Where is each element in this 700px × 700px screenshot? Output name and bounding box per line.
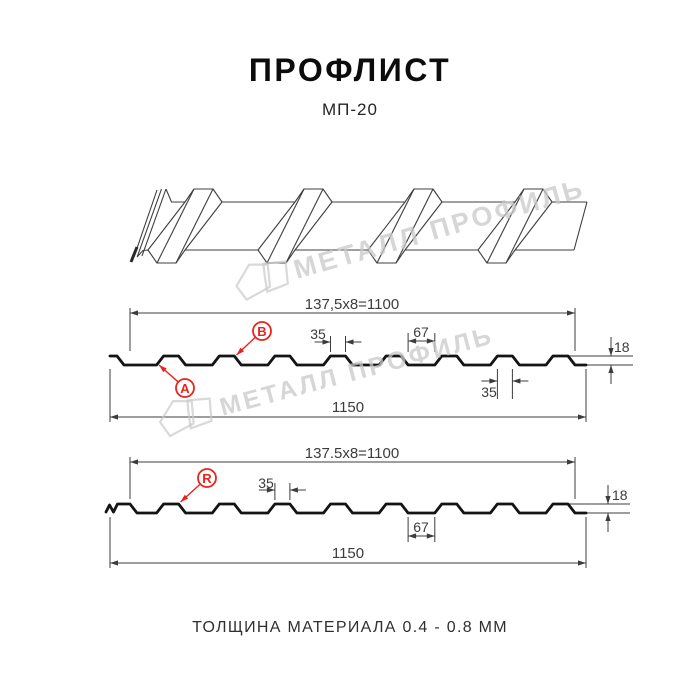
label-a-marker: A [175, 378, 195, 398]
rib-connector-line [294, 201, 333, 251]
section-r-view: 137.5x8=1100 35 67 18 1150 R [104, 445, 630, 568]
arrowhead-icon [345, 339, 354, 345]
material-thickness-note: ТОЛЩИНА МАТЕРИАЛА 0.4 - 0.8 ММ [192, 619, 508, 636]
rib-connector-line [505, 188, 544, 264]
arrowhead-icon [180, 494, 189, 502]
dim-pitch-label-r: 137.5x8=1100 [305, 445, 399, 462]
label-b-circle [252, 321, 272, 341]
arrowhead-icon [159, 365, 167, 373]
arrowhead-icon [567, 310, 575, 316]
section-r-dimension-graphics [109, 457, 630, 568]
left-cut-edge [133, 189, 158, 258]
label-r-letter: R [202, 471, 212, 486]
rib-connector-line [156, 188, 195, 264]
arrowhead-icon [236, 347, 245, 355]
label-r-marker: R [197, 468, 217, 488]
rib-connector-line [486, 188, 525, 264]
label-a-letter: A [180, 381, 190, 396]
label-b-marker: B [252, 321, 272, 341]
rib-connector-line [257, 201, 296, 251]
profile-outline-ab [108, 354, 588, 367]
dim-rib-width2-label-ab: 35 [481, 384, 497, 400]
logo-right-facet [186, 397, 213, 430]
arrowhead-icon [110, 560, 118, 566]
arrowhead-icon [426, 338, 435, 344]
watermark-2: МЕТАЛЛ ПРОФИЛЬ [158, 321, 497, 438]
arrowhead-icon [289, 487, 298, 493]
profile-model-subtitle: МП-20 [322, 100, 378, 119]
dim-total-width-label-r: 1150 [332, 545, 364, 562]
logo-right-facet [262, 260, 289, 293]
arrowhead-icon [130, 310, 138, 316]
arrowhead-icon [130, 459, 138, 465]
rib-connector-line [376, 188, 415, 264]
arrowhead-icon [605, 513, 611, 521]
profile-outline-r [104, 502, 588, 515]
dim-valley-width-label-r: 67 [413, 519, 429, 535]
logo-left-facet [235, 263, 272, 301]
rib-connector-line [266, 188, 305, 264]
left-edge-fold [129, 246, 139, 263]
metal-profil-logo-icon [235, 260, 289, 301]
dim-height-label-ab: 18 [614, 339, 630, 355]
left-cut-edge [141, 188, 167, 257]
rib-connector-line [477, 201, 516, 251]
arrowhead-icon [608, 348, 614, 356]
rib-connector-line [285, 188, 324, 264]
left-cut-edge [136, 188, 163, 257]
dim-height-label-r: 18 [612, 487, 628, 503]
arrowhead-icon [322, 339, 331, 345]
watermark-1: МЕТАЛЛ ПРОФИЛЬ [235, 173, 588, 301]
rib-connector-line [404, 201, 443, 251]
dim-valley-width-label-ab: 67 [413, 324, 429, 340]
page-title: ПРОФЛИСТ [248, 52, 452, 88]
section-ab-view: 137,5x8=1100 35 67 35 18 1150 A B [108, 296, 633, 422]
dim-pitch-label-ab: 137,5x8=1100 [305, 296, 399, 313]
rib-connector-line [184, 201, 223, 251]
right-cut-edge [573, 201, 588, 251]
arrowhead-icon [512, 378, 521, 384]
sheet-3d-view [129, 188, 588, 264]
watermark-text: МЕТАЛЛ ПРОФИЛЬ [290, 173, 588, 285]
arrowhead-icon [489, 378, 498, 384]
label-a-circle [175, 378, 195, 398]
rib-connector-line [147, 201, 186, 251]
rib-connector-line [175, 188, 214, 264]
label-b-letter: B [257, 324, 266, 339]
arrowhead-icon [408, 338, 417, 344]
arrowhead-icon [567, 459, 575, 465]
arrowhead-icon [608, 365, 614, 373]
arrowhead-icon [110, 414, 118, 420]
logo-left-facet [158, 399, 195, 438]
rib-connector-line [514, 201, 553, 251]
arrowhead-icon [578, 414, 586, 420]
dim-rib-width-label-r: 35 [258, 475, 274, 491]
arrowhead-icon [578, 560, 586, 566]
metal-profil-logo-icon [158, 397, 213, 438]
arrowhead-icon [605, 496, 611, 504]
dim-total-width-label-ab: 1150 [332, 399, 364, 416]
arrowhead-icon [426, 533, 435, 539]
dim-rib-width-label-ab: 35 [310, 326, 326, 342]
arrowhead-icon [408, 533, 417, 539]
rib-connector-line [367, 201, 406, 251]
arrowhead-icon [266, 487, 275, 493]
label-r-circle [197, 468, 217, 488]
rib-connector-line [395, 188, 434, 264]
